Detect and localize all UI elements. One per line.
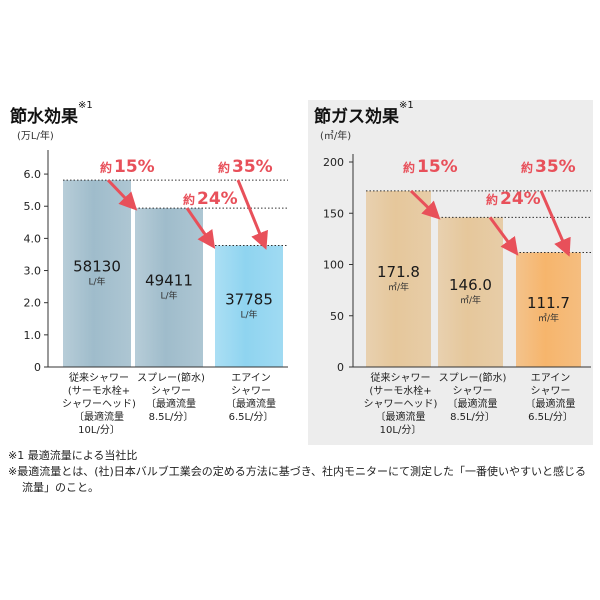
y-tick-label: 4.0 (24, 232, 42, 245)
reduction-percent: 15% (114, 157, 155, 177)
bar-value-label-1: 58130 (73, 258, 121, 276)
y-tick-label: 3.0 (24, 265, 42, 278)
category-label-2: 〔最適流量 (146, 397, 196, 410)
reduction-annotation-1: 約 15% (100, 157, 155, 211)
reduction-prefix: 約 (100, 160, 112, 175)
category-label-2: スプレー(節水) (137, 371, 205, 384)
footnotes: ※1 最適流量による当社比 ※最適流量とは、(社)日本バルブ工業会の定める方法に… (8, 448, 596, 496)
category-label-2: シャワー (453, 386, 493, 397)
category-label-3: シャワー (531, 386, 571, 397)
reduction-annotation-2: 約 24% (486, 189, 541, 256)
category-label-1: (サーモ水栓+ (68, 384, 130, 397)
gas-chart-title: 節ガス効果※1 (314, 100, 414, 127)
bar-value-unit-1: L/年 (88, 276, 105, 288)
reduction-arrow (409, 189, 441, 220)
bar-value-unit-2: L/年 (160, 290, 177, 302)
y-axis-unit: (㎥/年) (320, 129, 351, 142)
y-tick-label: 0 (337, 361, 344, 374)
bar-value-unit-3: ㎥/年 (538, 312, 559, 324)
category-label-1: 従来シャワー (69, 371, 129, 384)
reduction-arrow (488, 216, 519, 256)
bar-2 (438, 217, 503, 367)
category-label-1: シャワーヘッド) (62, 399, 136, 410)
bar-value-label-1: 171.8 (377, 263, 420, 281)
bar-3 (215, 245, 283, 367)
category-label-3: エアイン (231, 373, 271, 384)
category-label-3: 6.5L/分〕 (528, 411, 573, 423)
reduction-arrow (539, 190, 571, 257)
bar-value-unit-3: L/年 (240, 308, 257, 320)
gas-chart: (㎥/年)200150100500171.8㎥/年従来シャワー(サーモ水栓+シャ… (320, 129, 591, 436)
reduction-percent: 35% (232, 157, 273, 177)
category-label-3: 6.5L/分〕 (229, 411, 274, 423)
category-label-3: エアイン (531, 373, 571, 384)
bar-value-label-3: 37785 (225, 290, 273, 308)
reduction-percent: 24% (197, 189, 238, 209)
reduction-annotation-3: 約 35% (521, 157, 576, 257)
bar-3 (516, 252, 581, 367)
y-tick-label: 100 (323, 259, 344, 272)
reduction-annotation-1: 約 15% (403, 157, 458, 220)
reduction-prefix: 約 (218, 160, 230, 175)
reduction-prefix: 約 (521, 160, 533, 175)
y-tick-label: 150 (323, 207, 344, 220)
y-tick-label: 2.0 (24, 297, 42, 310)
reduction-annotation-2: 約 24% (183, 189, 238, 249)
y-tick-label: 1.0 (24, 329, 42, 342)
reduction-arrow (106, 179, 138, 211)
reduction-arrow (185, 207, 216, 249)
category-label-1: 10L/分〕 (380, 424, 422, 436)
bar-value-label-3: 111.7 (527, 294, 570, 312)
reduction-percent: 24% (500, 189, 541, 209)
y-tick-label: 6.0 (24, 168, 42, 181)
reduction-arrow (236, 179, 268, 250)
category-label-2: 8.5L/分〕 (149, 411, 194, 423)
category-label-3: 〔最適流量 (526, 397, 576, 410)
category-label-1: シャワーヘッド) (364, 399, 438, 410)
water-chart-title: 節水効果※1 (10, 100, 93, 127)
category-label-2: シャワー (151, 386, 191, 397)
reduction-percent: 35% (535, 157, 576, 177)
category-label-1: (サーモ水栓+ (369, 384, 431, 397)
category-label-1: 〔最適流量 (74, 410, 124, 423)
category-label-1: 10L/分〕 (78, 424, 120, 436)
category-label-2: スプレー(節水) (439, 371, 507, 384)
y-tick-label: 0 (34, 361, 41, 374)
bar-value-label-2: 146.0 (449, 276, 492, 294)
reduction-prefix: 約 (403, 160, 415, 175)
bar-1 (63, 180, 131, 367)
bar-value-unit-1: ㎥/年 (388, 281, 409, 293)
reduction-prefix: 約 (486, 192, 498, 207)
bar-1 (366, 190, 431, 367)
bar-2 (135, 208, 203, 367)
bar-value-label-2: 49411 (145, 272, 193, 290)
category-label-1: 〔最適流量 (376, 410, 426, 423)
y-tick-label: 50 (330, 310, 344, 323)
water-chart: (万L/年)6.05.04.03.02.01.0058130L/年従来シャワー(… (17, 129, 288, 436)
bar-value-unit-2: ㎥/年 (460, 294, 481, 306)
footnote-2: ※最適流量とは、(社)日本バルブ工業会の定める方法に基づき、社内モニターにて測定… (8, 465, 587, 494)
category-label-2: 〔最適流量 (448, 397, 498, 410)
y-tick-label: 200 (323, 156, 344, 169)
y-axis-unit: (万L/年) (17, 129, 54, 142)
category-label-2: 8.5L/分〕 (450, 411, 495, 423)
category-label-3: 〔最適流量 (226, 397, 276, 410)
footnote-1: ※1 最適流量による当社比 (8, 449, 138, 462)
y-tick-label: 5.0 (24, 200, 42, 213)
category-label-1: 従来シャワー (371, 371, 431, 384)
reduction-annotation-3: 約 35% (218, 157, 273, 250)
reduction-prefix: 約 (183, 192, 195, 207)
category-label-3: シャワー (231, 386, 271, 397)
reduction-percent: 15% (417, 157, 458, 177)
